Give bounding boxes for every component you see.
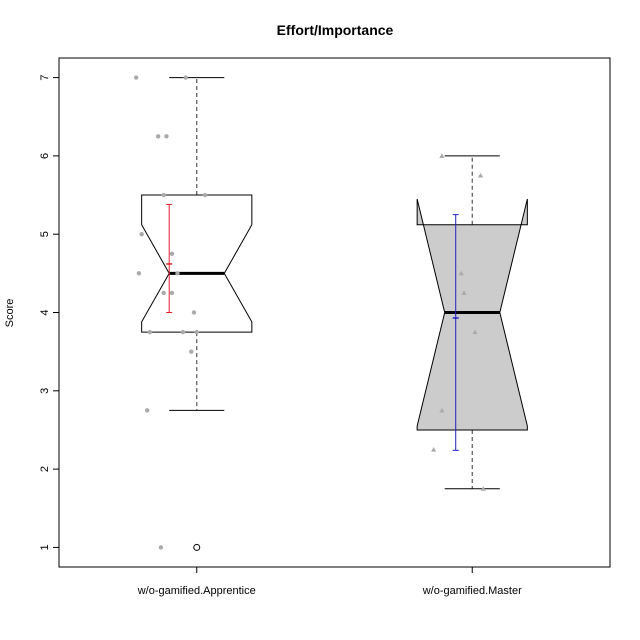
y-tick-label: 7 [39,75,51,81]
y-tick-label: 4 [39,309,51,315]
jitter-point [169,290,175,296]
y-axis-label: Score [4,299,16,328]
jitter-point [133,75,139,80]
jitter-point [189,349,194,354]
jitter-point [161,290,166,296]
jitter-point [158,545,164,550]
plot-frame [58,57,611,568]
jitter-point [194,329,199,335]
jitter-point [431,446,437,452]
box-2 [416,155,528,490]
jitter-point [477,172,484,178]
jitter-points [133,75,208,550]
jitter-point [458,270,464,276]
x-tick-label: w/o-gamified.Apprentice [137,585,256,597]
jitter-point [183,75,188,80]
jitter-point [169,251,175,256]
jitter-point [139,231,144,237]
outlier-point [193,543,201,551]
jitter-point [202,192,208,198]
jitter-point [164,134,169,139]
jitter-point [136,271,142,276]
jitter-point [147,329,153,335]
mean-ci [166,203,173,313]
jitter-point [472,329,478,335]
chart-title: Effort/Importance [277,22,394,38]
jitter-point [480,486,486,491]
jitter-point [439,153,445,158]
jitter-point [161,192,166,198]
notched-box [416,198,528,431]
x-tick-label: w/o-gamified.Master [422,585,522,597]
y-tick-label: 3 [39,388,51,394]
y-tick-label: 6 [39,153,51,159]
y-tick-label: 5 [39,231,51,237]
jitter-point [175,271,180,276]
jitter-point [144,408,150,413]
mean-ci [452,214,459,451]
notched-box [141,194,253,333]
box-1 [141,77,253,551]
jitter-points [431,153,486,491]
plot-area: 1 2 3 4 5 6 7 w/o-gamified.Apprentice w/o-gamifi… [39,57,611,597]
jitter-point [439,407,445,413]
jitter-point [461,290,467,296]
jitter-point [155,134,161,139]
y-tick-label: 2 [39,466,51,472]
jitter-point [180,329,186,335]
jitter-point [191,310,197,315]
y-tick-label: 1 [39,544,51,550]
